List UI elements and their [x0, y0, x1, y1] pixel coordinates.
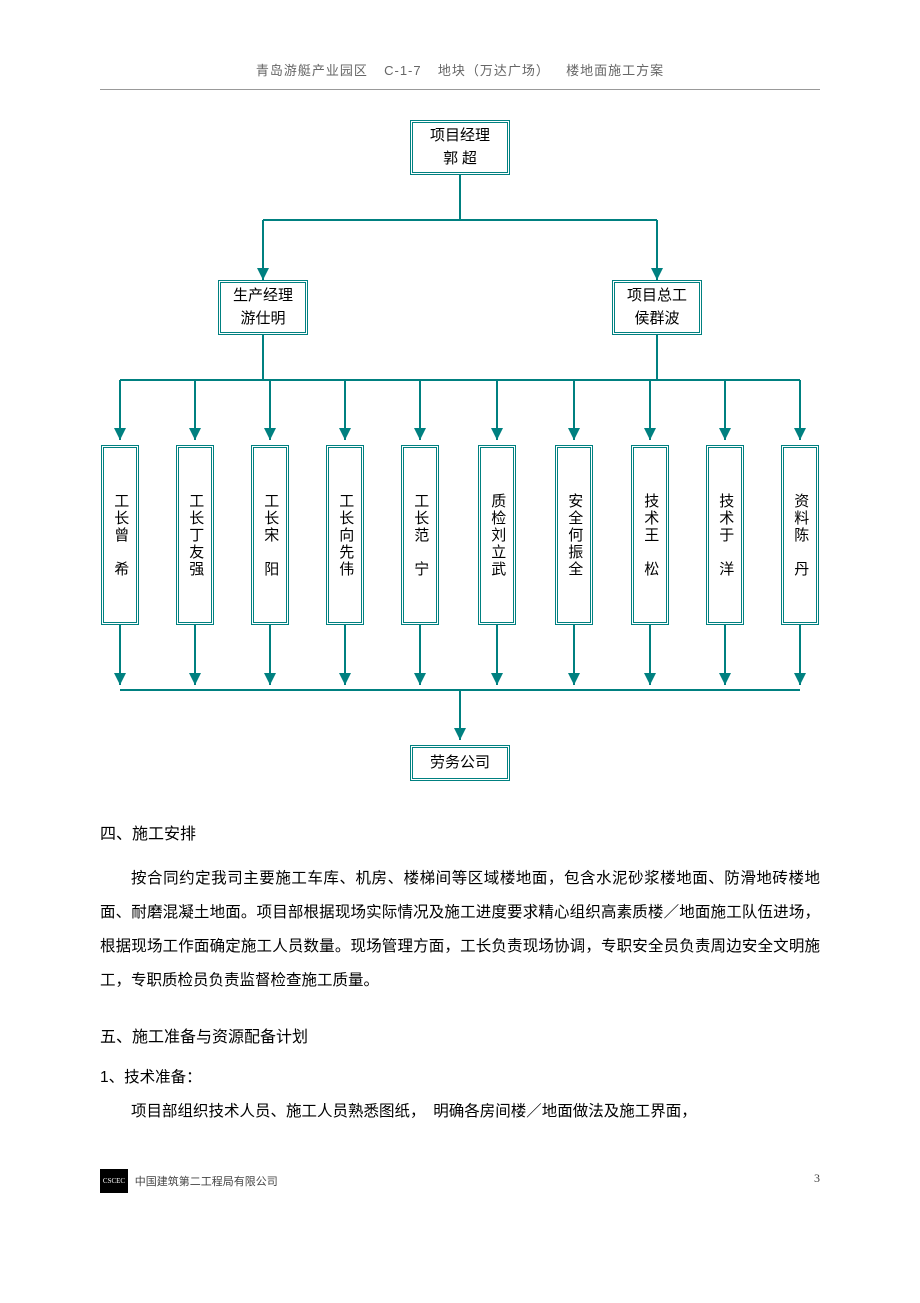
node-leaf-8: 技术于 洋	[706, 445, 744, 625]
node-production-manager: 生产经理 游仕明	[218, 280, 308, 335]
node-leaf-9: 资料陈 丹	[781, 445, 819, 625]
node-labor-company: 劳务公司	[410, 745, 510, 781]
node-chief-title: 项目总工	[627, 285, 687, 308]
header-lot: C-1-7	[384, 63, 422, 78]
node-chief-engineer: 项目总工 侯群波	[612, 280, 702, 335]
org-chart: 项目经理 郭 超 生产经理 游仕明 项目总工 侯群波 工长曾 希 工长丁友强 工…	[100, 120, 820, 790]
node-leaf-4: 工长范 宁	[401, 445, 439, 625]
node-leaf-1: 工长丁友强	[176, 445, 214, 625]
node-project-manager: 项目经理 郭 超	[410, 120, 510, 175]
header-doc: 楼地面施工方案	[566, 60, 664, 79]
footer-logo: CSCEC	[100, 1169, 128, 1193]
header-lot-suffix: 地块（万达广场）	[438, 60, 550, 79]
page-footer: CSCEC 中国建筑第二工程局有限公司 3	[100, 1169, 820, 1193]
section-5-1-title: 1、技术准备：	[100, 1065, 820, 1087]
footer-company: 中国建筑第二工程局有限公司	[135, 1176, 278, 1188]
section-4-title: 四、施工安排	[100, 820, 820, 844]
node-chief-name: 侯群波	[634, 308, 679, 331]
node-leaf-5: 质检刘立武	[478, 445, 516, 625]
section-5-title: 五、施工准备与资源配备计划	[100, 1023, 820, 1047]
section-4-body: 按合同约定我司主要施工车库、机房、楼梯间等区域楼地面，包含水泥砂浆楼地面、防滑地…	[100, 862, 820, 998]
node-leaf-2: 工长宋 阳	[251, 445, 289, 625]
node-prod-name: 游仕明	[240, 308, 285, 331]
node-prod-title: 生产经理	[233, 285, 293, 308]
page-header: 青岛游艇产业园区 C-1-7 地块（万达广场） 楼地面施工方案	[100, 60, 820, 90]
node-pm-name: 郭 超	[443, 148, 477, 171]
header-project: 青岛游艇产业园区	[256, 60, 368, 79]
node-leaf-3: 工长向先伟	[326, 445, 364, 625]
footer-page-number: 3	[814, 1171, 820, 1186]
node-leaf-6: 安全何振全	[555, 445, 593, 625]
node-pm-title: 项目经理	[430, 125, 490, 148]
node-leaf-0: 工长曾 希	[101, 445, 139, 625]
node-leaf-7: 技术王 松	[631, 445, 669, 625]
section-5-1-body: 项目部组织技术人员、施工人员熟悉图纸， 明确各房间楼／地面做法及施工界面，	[100, 1095, 820, 1129]
